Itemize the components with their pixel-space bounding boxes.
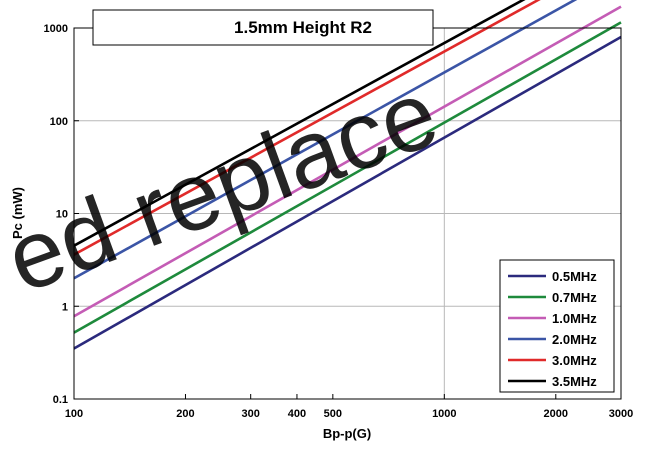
series-line-1-0mhz bbox=[73, 5, 622, 318]
tick-labels: 100 200 300 400 500 1000 2000 3000 0.1 1 10 100 1000 bbox=[44, 23, 634, 420]
x-tick-label: 1000 bbox=[432, 408, 456, 420]
y-tick-label: 1000 bbox=[44, 23, 68, 35]
legend-label: 3.0MHz bbox=[552, 353, 597, 368]
legend-label: 2.0MHz bbox=[552, 332, 597, 347]
legend-label: 3.5MHz bbox=[552, 374, 597, 389]
series-line-0-7mhz bbox=[73, 21, 622, 334]
y-tick-label: 1 bbox=[62, 301, 68, 313]
y-tick-label: 10 bbox=[56, 209, 68, 221]
watermark-text: ed replace bbox=[0, 59, 451, 313]
y-tick-label: 100 bbox=[50, 116, 68, 128]
x-tick-label: 400 bbox=[288, 408, 306, 420]
legend-label: 0.7MHz bbox=[552, 290, 597, 305]
x-tick-label: 300 bbox=[242, 408, 260, 420]
series-lines bbox=[73, 0, 622, 350]
chart-title: 1.5mm Height R2 bbox=[234, 18, 372, 37]
x-axis-label: Bp-p(G) bbox=[323, 426, 371, 441]
legend: 0.5MHz 0.7MHz 1.0MHz 2.0MHz 3.0MHz 3.5MHz bbox=[499, 259, 615, 393]
x-tick-label: 3000 bbox=[609, 408, 633, 420]
legend-label: 1.0MHz bbox=[552, 311, 597, 326]
series-line-3-5mhz bbox=[73, 0, 526, 247]
y-axis-label: Pc (mW) bbox=[10, 187, 25, 239]
x-tick-label: 2000 bbox=[544, 408, 568, 420]
series-line-3-0mhz bbox=[73, 0, 541, 256]
series-line-0-5mhz bbox=[73, 35, 622, 350]
y-tick-label: 0.1 bbox=[53, 394, 68, 406]
x-tick-label: 100 bbox=[65, 408, 83, 420]
legend-label: 0.5MHz bbox=[552, 269, 597, 284]
series-line-2-0mhz bbox=[73, 0, 578, 280]
x-tick-label: 200 bbox=[176, 408, 194, 420]
chart-title-box: 1.5mm Height R2 bbox=[92, 9, 434, 46]
x-tick-label: 500 bbox=[324, 408, 342, 420]
